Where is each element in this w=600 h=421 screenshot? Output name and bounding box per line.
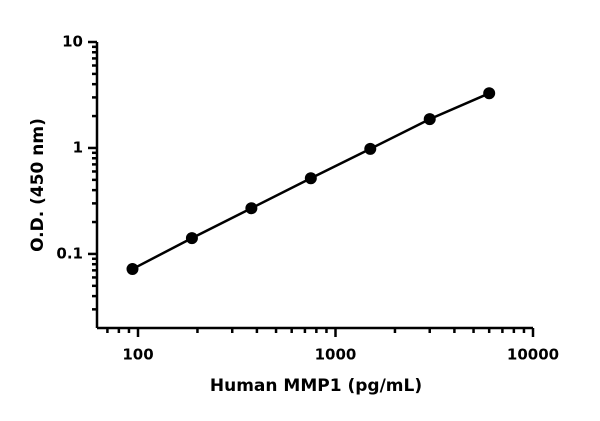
y-tick-label: 10 [62, 33, 83, 51]
data-point [483, 87, 496, 100]
data-point [245, 202, 258, 215]
x-tick-label: 1000 [315, 346, 357, 364]
data-point [304, 172, 317, 185]
x-tick-label: 100 [122, 346, 153, 364]
x-tick-label: 10000 [507, 346, 559, 364]
data-point [185, 232, 198, 245]
data-point [364, 142, 377, 155]
x-axis-title: Human MMP1 (pg/mL) [210, 376, 422, 396]
y-axis-title: O.D. (450 nm) [28, 118, 48, 252]
data-point [126, 263, 139, 276]
y-tick-label: 1 [73, 138, 83, 156]
y-tick-label: 0.1 [56, 244, 83, 262]
data-point [423, 113, 436, 126]
